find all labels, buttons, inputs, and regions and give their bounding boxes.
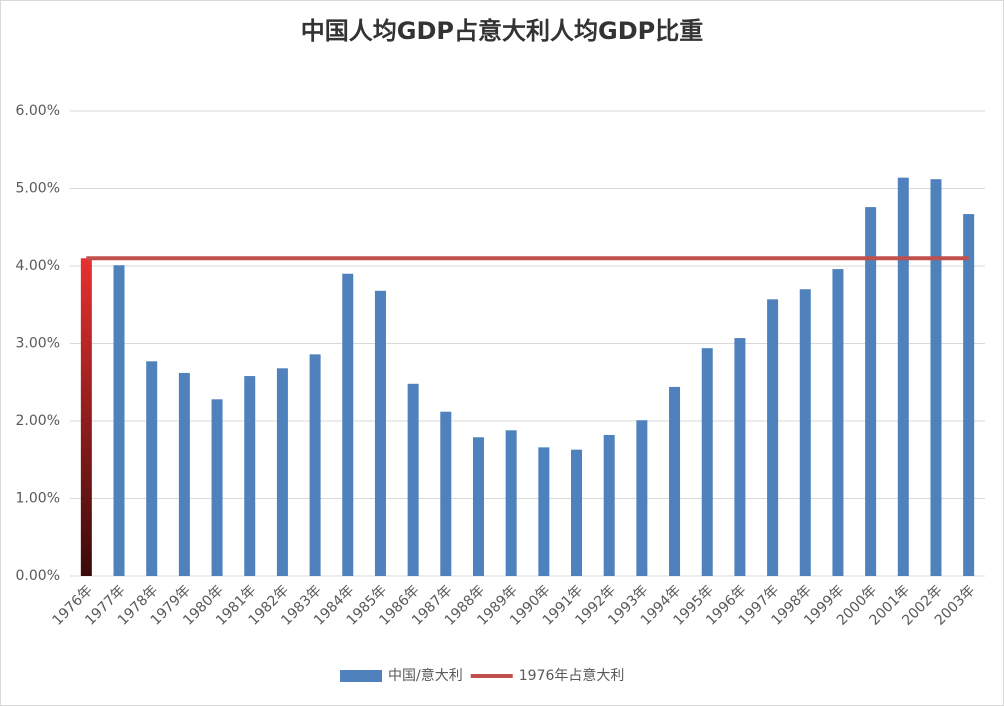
legend-swatch bbox=[340, 670, 382, 682]
bar bbox=[178, 372, 190, 576]
bar bbox=[538, 447, 550, 576]
bar bbox=[309, 354, 321, 576]
bar bbox=[440, 411, 452, 576]
bar bbox=[701, 348, 713, 576]
y-tick-label: 0.00% bbox=[16, 568, 60, 584]
y-tick-label: 5.00% bbox=[16, 181, 60, 197]
bar bbox=[734, 338, 746, 576]
bar bbox=[767, 299, 779, 576]
bar bbox=[930, 179, 942, 576]
bar bbox=[407, 383, 419, 576]
y-tick-label: 3.00% bbox=[16, 336, 60, 352]
legend-label: 中国/意大利 bbox=[388, 667, 463, 684]
bar bbox=[571, 449, 583, 576]
chart-title: 中国人均GDP占意大利人均GDP比重 bbox=[301, 17, 703, 45]
legend-label: 1976年占意大利 bbox=[519, 667, 625, 684]
y-tick-label: 2.00% bbox=[16, 413, 60, 429]
y-tick-label: 1.00% bbox=[16, 491, 60, 507]
bar bbox=[897, 177, 909, 576]
bar bbox=[603, 434, 615, 576]
bar bbox=[80, 258, 92, 576]
y-tick-label: 4.00% bbox=[16, 258, 60, 274]
bar bbox=[963, 214, 975, 576]
bar bbox=[832, 269, 844, 576]
bar bbox=[636, 420, 648, 576]
bar bbox=[113, 265, 125, 576]
bar bbox=[374, 290, 386, 576]
bar bbox=[865, 207, 877, 576]
bar bbox=[799, 289, 811, 576]
bar bbox=[342, 273, 354, 576]
y-tick-label: 6.00% bbox=[16, 103, 60, 119]
bar bbox=[669, 386, 681, 576]
bar bbox=[146, 361, 158, 576]
bar bbox=[244, 376, 256, 576]
bar bbox=[211, 399, 223, 576]
bar bbox=[505, 430, 517, 576]
bar bbox=[472, 437, 484, 576]
bar bbox=[276, 368, 288, 576]
